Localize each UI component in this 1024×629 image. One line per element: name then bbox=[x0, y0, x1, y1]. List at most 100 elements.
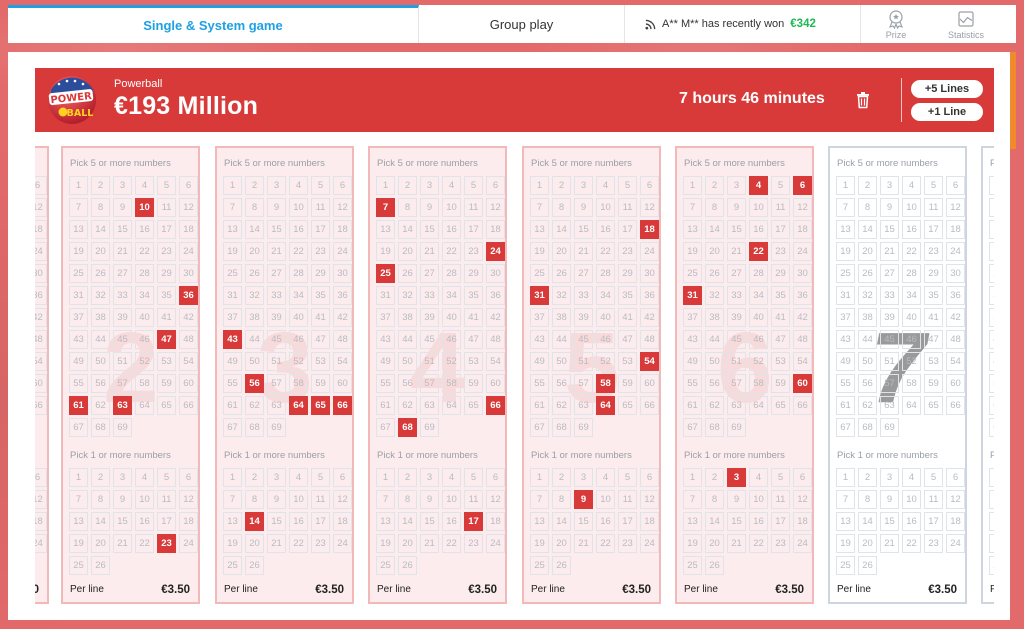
powerball-number-cell[interactable]: 14 bbox=[552, 512, 571, 531]
powerball-number-cell[interactable]: 17 bbox=[924, 512, 943, 531]
main-number-cell[interactable]: 31 bbox=[683, 286, 702, 305]
main-number-cell[interactable]: 29 bbox=[924, 264, 943, 283]
powerball-number-cell[interactable]: 11 bbox=[311, 490, 330, 509]
main-number-cell[interactable]: 19 bbox=[223, 242, 242, 261]
main-number-cell[interactable]: 47 bbox=[311, 330, 330, 349]
main-number-cell[interactable]: 36 bbox=[35, 286, 47, 305]
powerball-number-cell[interactable]: 9 bbox=[267, 490, 286, 509]
powerball-number-cell[interactable]: 14 bbox=[398, 512, 417, 531]
main-number-cell[interactable]: 57 bbox=[420, 374, 439, 393]
main-number-cell[interactable]: 11 bbox=[924, 198, 943, 217]
powerball-number-cell[interactable]: 19 bbox=[989, 534, 994, 553]
powerball-number-cell[interactable]: 17 bbox=[311, 512, 330, 531]
main-number-cell[interactable]: 54 bbox=[179, 352, 198, 371]
main-number-cell[interactable]: 27 bbox=[727, 264, 746, 283]
main-number-cell[interactable]: 2 bbox=[245, 176, 264, 195]
main-number-cell[interactable]: 69 bbox=[113, 418, 132, 437]
powerball-number-cell[interactable]: 9 bbox=[420, 490, 439, 509]
powerball-number-cell[interactable]: 12 bbox=[486, 490, 505, 509]
main-number-cell[interactable]: 23 bbox=[157, 242, 176, 261]
powerball-number-cell[interactable]: 2 bbox=[552, 468, 571, 487]
main-number-cell[interactable]: 43 bbox=[223, 330, 242, 349]
main-number-cell[interactable]: 57 bbox=[880, 374, 899, 393]
powerball-number-cell[interactable]: 1 bbox=[530, 468, 549, 487]
powerball-number-cell[interactable]: 24 bbox=[333, 534, 352, 553]
powerball-number-cell[interactable]: 4 bbox=[135, 468, 154, 487]
prize-button[interactable]: Prize bbox=[861, 5, 931, 43]
main-number-cell[interactable]: 65 bbox=[924, 396, 943, 415]
main-number-cell[interactable]: 51 bbox=[574, 352, 593, 371]
main-number-cell[interactable]: 11 bbox=[157, 198, 176, 217]
main-number-cell[interactable]: 47 bbox=[618, 330, 637, 349]
main-number-cell[interactable]: 21 bbox=[420, 242, 439, 261]
main-number-cell[interactable]: 33 bbox=[113, 286, 132, 305]
powerball-number-cell[interactable]: 7 bbox=[683, 490, 702, 509]
main-number-cell[interactable]: 2 bbox=[91, 176, 110, 195]
powerball-number-cell[interactable]: 2 bbox=[245, 468, 264, 487]
main-number-cell[interactable]: 3 bbox=[420, 176, 439, 195]
powerball-number-cell[interactable]: 19 bbox=[836, 534, 855, 553]
main-number-cell[interactable]: 19 bbox=[683, 242, 702, 261]
main-number-cell[interactable]: 60 bbox=[946, 374, 965, 393]
powerball-number-cell[interactable]: 19 bbox=[530, 534, 549, 553]
main-number-cell[interactable]: 50 bbox=[858, 352, 877, 371]
main-number-cell[interactable]: 46 bbox=[289, 330, 308, 349]
main-number-cell[interactable]: 59 bbox=[157, 374, 176, 393]
main-number-cell[interactable]: 66 bbox=[640, 396, 659, 415]
main-number-cell[interactable]: 23 bbox=[771, 242, 790, 261]
main-number-cell[interactable]: 54 bbox=[35, 352, 47, 371]
main-number-cell[interactable]: 24 bbox=[333, 242, 352, 261]
main-number-cell[interactable]: 9 bbox=[267, 198, 286, 217]
powerball-number-cell[interactable]: 26 bbox=[858, 556, 877, 575]
powerball-number-cell[interactable]: 13 bbox=[69, 512, 88, 531]
main-number-cell[interactable]: 15 bbox=[420, 220, 439, 239]
powerball-number-cell[interactable]: 16 bbox=[596, 512, 615, 531]
powerball-number-cell[interactable]: 5 bbox=[157, 468, 176, 487]
main-number-cell[interactable]: 23 bbox=[311, 242, 330, 261]
main-number-cell[interactable]: 11 bbox=[618, 198, 637, 217]
main-number-cell[interactable]: 46 bbox=[902, 330, 921, 349]
powerball-number-cell[interactable]: 9 bbox=[880, 490, 899, 509]
main-number-cell[interactable]: 40 bbox=[289, 308, 308, 327]
main-number-cell[interactable]: 16 bbox=[289, 220, 308, 239]
powerball-number-cell[interactable]: 7 bbox=[989, 490, 994, 509]
powerball-number-cell[interactable]: 15 bbox=[574, 512, 593, 531]
tab-group-play[interactable]: Group play bbox=[419, 5, 625, 43]
main-number-cell[interactable]: 58 bbox=[442, 374, 461, 393]
main-number-cell[interactable]: 16 bbox=[596, 220, 615, 239]
main-number-cell[interactable]: 64 bbox=[442, 396, 461, 415]
main-number-cell[interactable]: 18 bbox=[333, 220, 352, 239]
main-number-cell[interactable]: 49 bbox=[69, 352, 88, 371]
main-number-cell[interactable]: 24 bbox=[640, 242, 659, 261]
main-number-cell[interactable]: 2 bbox=[705, 176, 724, 195]
powerball-number-cell[interactable]: 26 bbox=[245, 556, 264, 575]
main-number-cell[interactable]: 51 bbox=[880, 352, 899, 371]
main-number-cell[interactable]: 22 bbox=[442, 242, 461, 261]
powerball-number-cell[interactable]: 24 bbox=[793, 534, 812, 553]
main-number-cell[interactable]: 54 bbox=[946, 352, 965, 371]
main-number-cell[interactable]: 34 bbox=[596, 286, 615, 305]
main-number-cell[interactable]: 52 bbox=[902, 352, 921, 371]
main-number-cell[interactable]: 8 bbox=[398, 198, 417, 217]
main-number-cell[interactable]: 68 bbox=[245, 418, 264, 437]
powerball-number-cell[interactable]: 11 bbox=[771, 490, 790, 509]
main-number-cell[interactable]: 22 bbox=[596, 242, 615, 261]
main-number-cell[interactable]: 13 bbox=[69, 220, 88, 239]
powerball-number-cell[interactable]: 11 bbox=[618, 490, 637, 509]
main-number-cell[interactable]: 6 bbox=[946, 176, 965, 195]
main-number-cell[interactable]: 42 bbox=[333, 308, 352, 327]
main-number-cell[interactable]: 36 bbox=[179, 286, 198, 305]
main-number-cell[interactable]: 60 bbox=[486, 374, 505, 393]
main-number-cell[interactable]: 68 bbox=[858, 418, 877, 437]
powerball-number-cell[interactable]: 13 bbox=[223, 512, 242, 531]
main-number-cell[interactable]: 52 bbox=[749, 352, 768, 371]
powerball-number-cell[interactable]: 5 bbox=[311, 468, 330, 487]
main-number-cell[interactable]: 41 bbox=[618, 308, 637, 327]
main-number-cell[interactable]: 66 bbox=[486, 396, 505, 415]
powerball-number-cell[interactable]: 22 bbox=[442, 534, 461, 553]
main-number-cell[interactable]: 48 bbox=[333, 330, 352, 349]
main-number-cell[interactable]: 64 bbox=[902, 396, 921, 415]
powerball-number-cell[interactable]: 21 bbox=[420, 534, 439, 553]
main-number-cell[interactable]: 56 bbox=[91, 374, 110, 393]
main-number-cell[interactable]: 63 bbox=[880, 396, 899, 415]
